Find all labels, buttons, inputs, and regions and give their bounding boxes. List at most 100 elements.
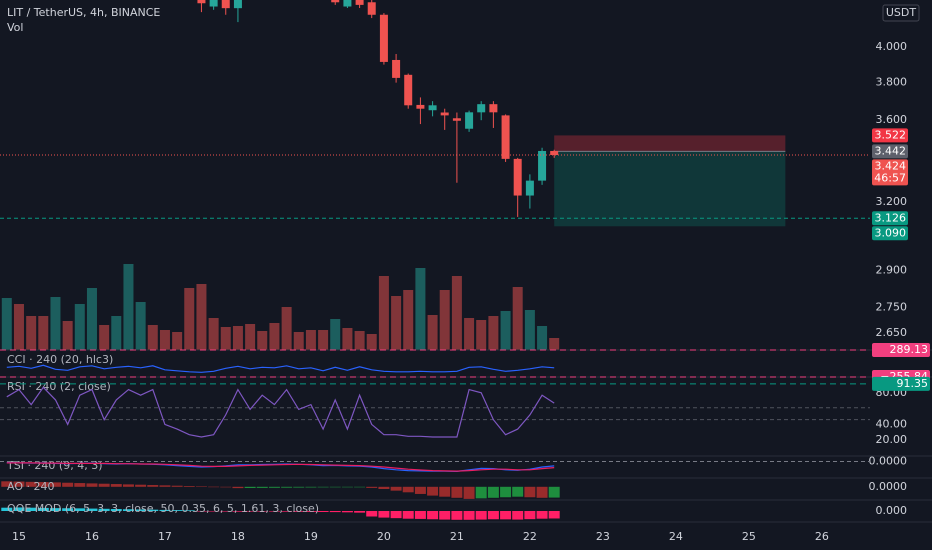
histogram-bar xyxy=(390,511,402,519)
y-tick-label: 20.00 xyxy=(876,433,908,446)
volume-bar xyxy=(342,328,353,350)
histogram-bar xyxy=(524,511,536,520)
histogram-bar xyxy=(244,486,256,489)
price-label: 3.522 xyxy=(875,128,907,141)
volume-bar xyxy=(305,330,316,350)
volume-bar xyxy=(415,268,426,350)
histogram-bar xyxy=(74,483,86,487)
y-tick-label: 4.000 xyxy=(876,40,908,53)
histogram-bar xyxy=(293,511,305,512)
histogram-bar xyxy=(86,508,98,511)
volume-bar xyxy=(1,298,12,350)
histogram-bar xyxy=(183,486,195,487)
histogram-bar xyxy=(463,511,475,520)
candle-body xyxy=(355,0,364,5)
histogram-bar xyxy=(354,486,366,488)
volume-bar xyxy=(330,319,341,350)
price-box xyxy=(872,128,908,143)
histogram-bar xyxy=(451,486,463,498)
pane-title: RSI · 240 (2, close) xyxy=(7,380,111,393)
histogram-bar xyxy=(220,511,232,512)
histogram-bar xyxy=(305,511,317,512)
histogram-bar xyxy=(1,481,13,487)
volume-bar xyxy=(38,316,49,350)
price-box xyxy=(872,144,908,159)
candle-body xyxy=(221,0,230,9)
volume-bar xyxy=(549,338,560,350)
candle-body xyxy=(209,0,218,7)
x-tick-label: 17 xyxy=(158,530,172,543)
volume-bar xyxy=(403,290,414,350)
pane-title: QQE MOD (6, 5, 3, 3, close, 50, 0.35, 6,… xyxy=(7,502,319,515)
histogram-bar xyxy=(414,486,426,494)
y-tick-label: 3.800 xyxy=(876,76,908,89)
candle-body xyxy=(452,118,461,121)
histogram-bar xyxy=(427,511,439,520)
indicator-line xyxy=(6,462,555,472)
histogram-bar xyxy=(1,507,13,511)
histogram-bar xyxy=(110,509,122,511)
histogram-bar xyxy=(122,484,134,487)
histogram-bar xyxy=(86,483,98,487)
histogram-bar xyxy=(500,511,512,520)
y-tick-label: 2.750 xyxy=(876,300,908,313)
histogram-bar xyxy=(147,509,159,511)
volume-bar xyxy=(62,321,73,350)
histogram-bar xyxy=(195,511,207,512)
pane-title: AO · 240 xyxy=(7,480,54,493)
price-label: 3.126 xyxy=(875,211,907,224)
volume-bar xyxy=(220,327,231,350)
volume-bar xyxy=(318,330,329,350)
volume-bar xyxy=(524,310,535,350)
candle-body xyxy=(233,0,242,9)
histogram-bar xyxy=(536,486,548,498)
histogram-bar xyxy=(487,511,499,520)
candle-body xyxy=(538,150,547,181)
volume-bar xyxy=(13,304,24,350)
x-tick-label: 22 xyxy=(523,530,537,543)
candle-body xyxy=(379,14,388,62)
candle-body xyxy=(197,0,206,4)
volume-label: Vol xyxy=(7,21,23,34)
histogram-bar xyxy=(390,486,402,491)
volume-bar xyxy=(537,326,548,350)
volume-bar xyxy=(196,284,207,350)
y-tick-label: 2.900 xyxy=(876,263,908,276)
histogram-bar xyxy=(317,486,329,488)
histogram-bar xyxy=(378,511,390,518)
histogram-bar xyxy=(159,509,171,511)
volume-bar xyxy=(147,325,158,350)
currency[interactable]: USDT xyxy=(886,6,917,19)
histogram-bar xyxy=(256,486,268,488)
volume-bar xyxy=(269,323,280,350)
volume-bar xyxy=(354,331,365,350)
price-box xyxy=(872,226,908,241)
histogram-bar xyxy=(402,486,414,493)
histogram-bar xyxy=(183,510,195,511)
currency-box[interactable] xyxy=(882,4,920,22)
volume-bar xyxy=(232,326,243,350)
volume-bar xyxy=(281,307,292,350)
indicator-line xyxy=(6,364,555,373)
level-label: 289.13 xyxy=(890,343,929,356)
histogram-bar xyxy=(62,508,74,511)
price-label: 3.424 xyxy=(875,159,907,172)
histogram-bar xyxy=(366,486,378,488)
histogram-bar xyxy=(463,486,475,499)
histogram-bar xyxy=(13,481,25,487)
histogram-bar xyxy=(220,486,232,488)
histogram-bar xyxy=(244,511,256,512)
histogram-bar xyxy=(49,482,61,487)
histogram-bar xyxy=(281,511,293,512)
x-tick-label: 19 xyxy=(304,530,318,543)
histogram-bar xyxy=(451,511,463,520)
histogram-bar xyxy=(268,486,280,488)
histogram-bar xyxy=(98,508,110,511)
histogram-bar xyxy=(147,485,159,487)
histogram-bar xyxy=(414,511,426,519)
volume-bar xyxy=(135,302,146,350)
stop-zone xyxy=(554,135,786,152)
y-tick-label: 0.000 xyxy=(876,504,908,517)
